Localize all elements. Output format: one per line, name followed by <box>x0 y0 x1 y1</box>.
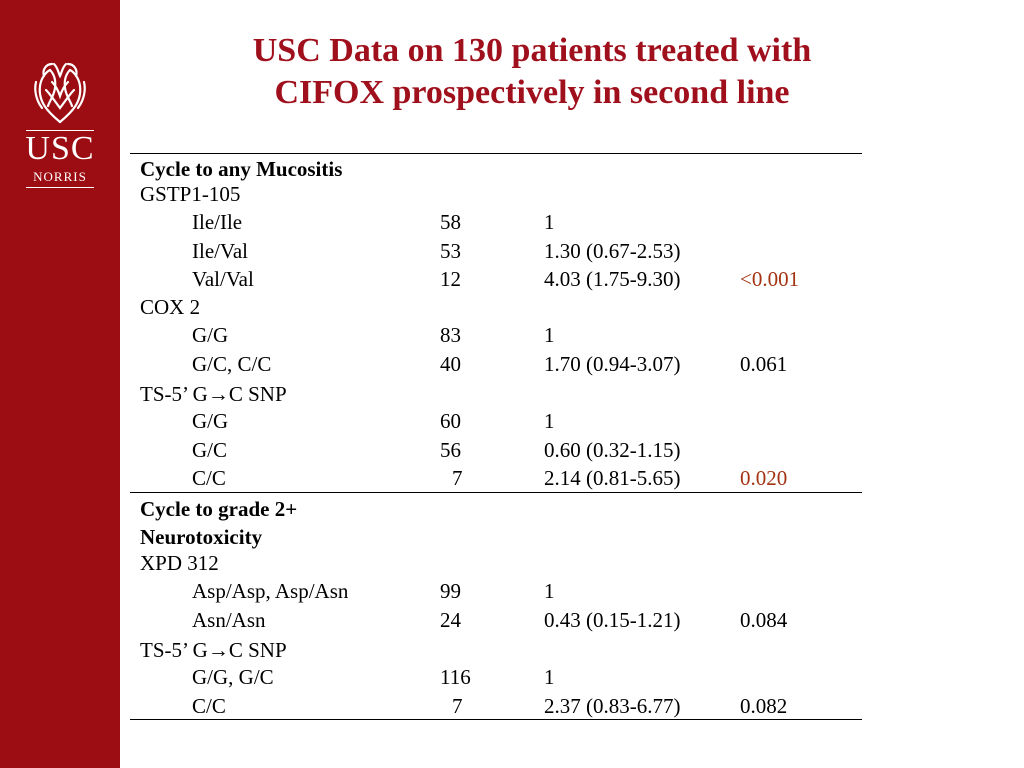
hr-value: 0.60 (0.32-1.15) <box>544 438 681 462</box>
hr-value: 2.37 (0.83-6.77) <box>544 694 681 718</box>
hr-value: 1 <box>544 409 555 433</box>
n-value: 99 <box>440 579 461 603</box>
n-value: 40 <box>440 352 461 376</box>
section-heading: Cycle to any Mucositis <box>140 157 343 181</box>
genotype-label: Val/Val <box>192 267 254 291</box>
hr-value: 2.14 (0.81-5.65) <box>544 466 681 490</box>
gene-label: COX 2 <box>140 295 201 319</box>
hr-value: 1.70 (0.94-3.07) <box>544 352 681 376</box>
genotype-label: C/C <box>192 466 226 490</box>
n-value: 24 <box>440 608 461 632</box>
genotype-label: G/C, C/C <box>192 352 272 376</box>
hr-value: 1 <box>544 210 555 234</box>
gene-label: XPD 312 <box>140 551 219 575</box>
genotype-label: Asp/Asp, Asp/Asn <box>192 579 349 603</box>
genotype-label: Ile/Ile <box>192 210 243 234</box>
logo-usc-text: USC <box>25 130 95 167</box>
hr-value: 1 <box>544 323 555 347</box>
table-section-rule <box>130 492 862 493</box>
section-heading: Neurotoxicity <box>140 525 263 549</box>
title-line-2: CIFOX prospectively in second line <box>274 74 790 111</box>
n-value: 7 <box>452 694 463 718</box>
gene-label: TS-5’ G→C SNP <box>140 638 287 662</box>
n-value: 60 <box>440 409 461 433</box>
n-value: 116 <box>440 665 471 689</box>
slide-title: USC Data on 130 patients treated with CI… <box>150 30 914 114</box>
p-value: 0.061 <box>740 352 788 376</box>
gene-label: GSTP1-105 <box>140 182 241 206</box>
genotype-label: G/G <box>192 323 229 347</box>
gene-label: TS-5’ G→C SNP <box>140 382 287 406</box>
genotype-label: G/G, G/C <box>192 665 274 689</box>
hands-emblem-icon <box>34 62 86 124</box>
hr-value: 1.30 (0.67-2.53) <box>544 239 681 263</box>
n-value: 83 <box>440 323 461 347</box>
sidebar-band: USC NORRIS <box>0 0 120 768</box>
n-value: 53 <box>440 239 461 263</box>
n-value: 58 <box>440 210 461 234</box>
logo-divider-bottom <box>26 187 94 188</box>
logo-norris-text: NORRIS <box>33 169 87 184</box>
genotype-label: Ile/Val <box>192 239 248 263</box>
table-bottom-rule <box>130 719 862 720</box>
title-line-1: USC Data on 130 patients treated with <box>252 32 812 69</box>
p-value-significant: <0.001 <box>740 267 800 291</box>
hr-value: 1 <box>544 579 555 603</box>
hr-value: 0.43 (0.15-1.21) <box>544 608 681 632</box>
genotype-label: Asn/Asn <box>192 608 266 632</box>
genotype-label: C/C <box>192 694 226 718</box>
genotype-label: G/G <box>192 409 229 433</box>
n-value: 7 <box>452 466 463 490</box>
section-heading: Cycle to grade 2+ <box>140 497 298 521</box>
usc-norris-logo: USC NORRIS <box>0 60 120 200</box>
n-value: 12 <box>440 267 461 291</box>
genotype-label: G/C <box>192 438 228 462</box>
p-value: 0.084 <box>740 608 788 632</box>
logo-divider-top <box>26 130 94 131</box>
p-value: 0.082 <box>740 694 788 718</box>
hr-value: 1 <box>544 665 555 689</box>
p-value-significant: 0.020 <box>740 466 788 490</box>
table-top-rule <box>130 153 862 154</box>
hr-value: 4.03 (1.75-9.30) <box>544 267 681 291</box>
n-value: 56 <box>440 438 461 462</box>
